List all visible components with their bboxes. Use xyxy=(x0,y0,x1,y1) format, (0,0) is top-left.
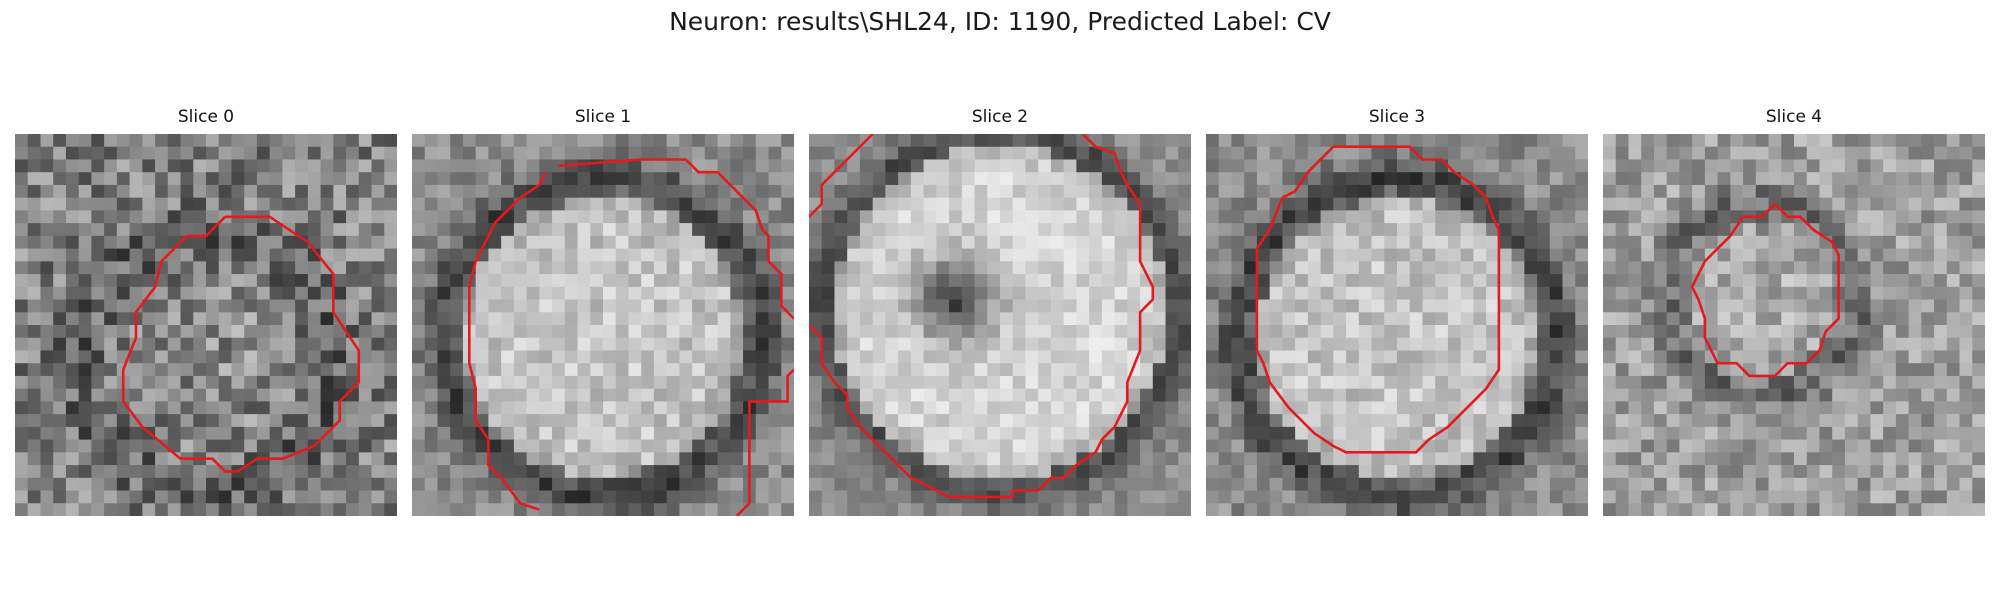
contour-line xyxy=(1690,202,1840,378)
contour-line xyxy=(121,215,361,473)
contour-line xyxy=(1255,145,1501,454)
slice-image xyxy=(1206,134,1588,516)
panel-title: Slice 1 xyxy=(574,107,632,127)
contour-line xyxy=(809,134,874,218)
panel-title: Slice 0 xyxy=(177,107,235,127)
contour-line xyxy=(809,134,1155,499)
figure-title: Neuron: results\SHL24, ID: 1190, Predict… xyxy=(669,7,1331,36)
contour-line xyxy=(467,171,547,511)
contour-line xyxy=(735,368,794,516)
slice-image xyxy=(809,134,1191,516)
slice-image xyxy=(15,134,397,516)
panel-title: Slice 3 xyxy=(1368,107,1426,127)
slice-image xyxy=(1603,134,1985,516)
panel-title: Slice 4 xyxy=(1765,107,1823,127)
slice-image xyxy=(412,134,794,516)
panel-title: Slice 2 xyxy=(971,107,1029,127)
contour-line xyxy=(558,158,794,320)
